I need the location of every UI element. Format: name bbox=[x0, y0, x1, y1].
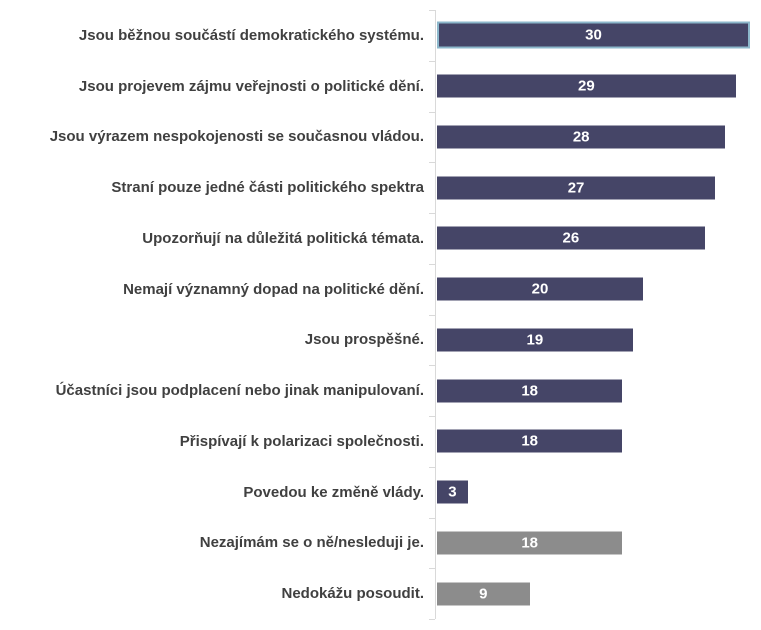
bar-segment[interactable]: 28 bbox=[437, 125, 726, 149]
chart-row: Nemají významný dopad na politické dění.… bbox=[0, 264, 761, 315]
bar-value-label: 26 bbox=[562, 229, 580, 247]
bar-value-label: 19 bbox=[526, 331, 544, 349]
bar-segment[interactable]: 18 bbox=[437, 429, 623, 453]
bar-segment[interactable]: 18 bbox=[437, 531, 623, 555]
bar-segment[interactable]: 29 bbox=[437, 74, 736, 98]
bar-track: 20 bbox=[436, 264, 761, 315]
axis-tick bbox=[429, 111, 435, 113]
bar-track: 18 bbox=[436, 365, 761, 416]
axis-tick bbox=[429, 263, 435, 265]
chart-row: Povedou ke změně vlády. 3 bbox=[0, 467, 761, 518]
chart-row: Upozorňují na důležitá politická témata.… bbox=[0, 213, 761, 264]
chart-row: Nezajímám se o ně/nesleduji je. 18 bbox=[0, 518, 761, 569]
category-label: Jsou běžnou součástí demokratického syst… bbox=[78, 26, 424, 44]
bar-track: 9 bbox=[436, 568, 761, 619]
axis-tick bbox=[429, 517, 435, 519]
bar-segment[interactable]: 9 bbox=[437, 582, 530, 606]
chart-row: Jsou prospěšné. 19 bbox=[0, 315, 761, 366]
axis-tick bbox=[429, 619, 435, 620]
category-label: Straní pouze jedné části politického spe… bbox=[111, 179, 424, 197]
chart-row: Jsou výrazem nespokojenosti se současnou… bbox=[0, 112, 761, 163]
category-label: Povedou ke změně vlády. bbox=[243, 483, 424, 501]
bar-track: 28 bbox=[436, 112, 761, 163]
bar-segment[interactable]: 3 bbox=[437, 480, 468, 504]
axis-tick bbox=[429, 416, 435, 417]
bar-track: 29 bbox=[436, 61, 761, 112]
bar-value-label: 18 bbox=[521, 382, 539, 400]
category-label: Jsou projevem zájmu veřejnosti o politic… bbox=[78, 77, 424, 95]
bar-track: 18 bbox=[436, 416, 761, 467]
category-label: Jsou prospěšné. bbox=[304, 331, 424, 349]
bar-segment[interactable]: 18 bbox=[437, 379, 623, 403]
category-label: Nedokážu posoudit. bbox=[281, 585, 425, 603]
bar-selected[interactable]: 30 bbox=[437, 21, 750, 49]
axis-tick bbox=[429, 10, 435, 11]
axis-tick bbox=[429, 466, 435, 468]
bar-track: 30 bbox=[436, 10, 761, 61]
axis-tick bbox=[429, 314, 435, 316]
bar-value-label: 18 bbox=[521, 534, 539, 552]
axis-tick bbox=[429, 162, 435, 164]
bar-track: 3 bbox=[436, 467, 761, 518]
bar-track: 18 bbox=[436, 518, 761, 569]
bar-value-label: 3 bbox=[448, 483, 457, 501]
category-axis-line bbox=[435, 10, 436, 619]
axis-tick bbox=[429, 568, 435, 570]
bar-track: 27 bbox=[436, 162, 761, 213]
chart-row: Přispívají k polarizaci společnosti. 18 bbox=[0, 416, 761, 467]
category-label: Přispívají k polarizaci společnosti. bbox=[179, 432, 424, 450]
chart-row: Jsou běžnou součástí demokratického syst… bbox=[0, 10, 761, 61]
bar-segment[interactable]: 19 bbox=[437, 328, 633, 352]
bar-value-label: 9 bbox=[479, 585, 488, 603]
category-label: Nemají významný dopad na politické dění. bbox=[123, 280, 424, 298]
category-label: Nezajímám se o ně/nesleduji je. bbox=[199, 534, 424, 552]
bar-value-label: 18 bbox=[521, 432, 539, 450]
bar-track: 19 bbox=[436, 315, 761, 366]
bar-value-label: 30 bbox=[585, 26, 602, 44]
category-label: Jsou výrazem nespokojenosti se současnou… bbox=[49, 128, 424, 146]
axis-tick bbox=[429, 365, 435, 367]
bar-value-label: 29 bbox=[578, 77, 595, 95]
chart-row: Nedokážu posoudit. 9 bbox=[0, 568, 761, 619]
axis-tick bbox=[429, 213, 435, 214]
chart-row: Účastníci jsou podplacení nebo jinak man… bbox=[0, 365, 761, 416]
axis-tick bbox=[429, 60, 435, 62]
chart-rows: Jsou běžnou součástí demokratického syst… bbox=[0, 10, 761, 619]
bar-segment[interactable]: 26 bbox=[437, 226, 705, 250]
bar-value-label: 27 bbox=[567, 179, 585, 197]
chart-row: Jsou projevem zájmu veřejnosti o politic… bbox=[0, 61, 761, 112]
bar-segment[interactable]: 20 bbox=[437, 277, 643, 301]
category-label: Účastníci jsou podplacení nebo jinak man… bbox=[55, 382, 424, 400]
bar-value-label: 20 bbox=[531, 280, 549, 298]
bar-value-label: 28 bbox=[572, 128, 590, 146]
bar-segment[interactable]: 27 bbox=[437, 176, 716, 200]
category-label: Upozorňují na důležitá politická témata. bbox=[142, 229, 424, 247]
bar-track: 26 bbox=[436, 213, 761, 264]
chart-row: Straní pouze jedné části politického spe… bbox=[0, 162, 761, 213]
